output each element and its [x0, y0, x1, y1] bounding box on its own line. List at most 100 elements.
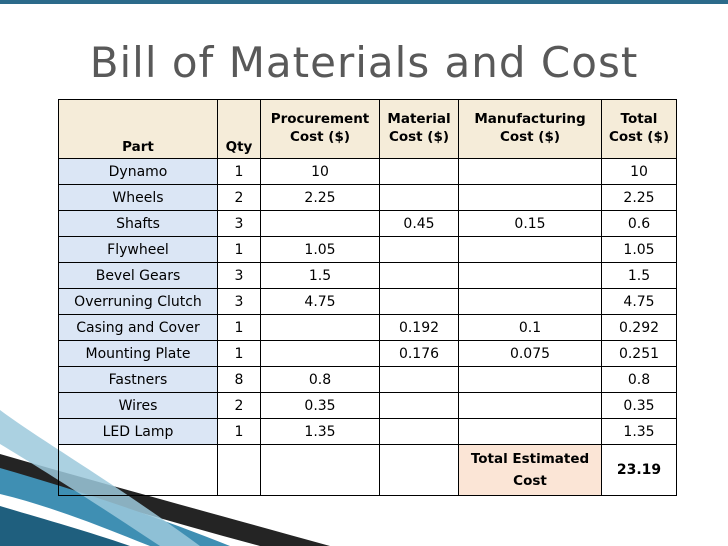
- total-estimated-cost-label: Total Estimated Cost: [458, 444, 602, 496]
- cell-procurement: 2.25: [260, 184, 380, 211]
- cell-total: 0.8: [601, 366, 677, 393]
- cell-total: 0.251: [601, 340, 677, 367]
- header-row: Part Qty Procurement Cost ($) Material C…: [58, 99, 677, 159]
- header-procurement-line2: Cost ($): [289, 129, 351, 145]
- cell-material: [379, 418, 459, 445]
- table-row: Bevel Gears 3 1.5 1.5: [58, 262, 677, 289]
- top-accent-rule: [0, 0, 728, 4]
- total-row: Total Estimated Cost 23.19: [58, 444, 677, 496]
- header-procurement-cost: Procurement Cost ($): [260, 99, 380, 159]
- cell-qty: 1: [217, 314, 261, 341]
- cell-total: 0.292: [601, 314, 677, 341]
- table-row: Overruning Clutch 3 4.75 4.75: [58, 288, 677, 315]
- cell-part: Overruning Clutch: [58, 288, 218, 315]
- cell-procurement: 1.5: [260, 262, 380, 289]
- header-manufacturing-cost: Manufacturing Cost ($): [458, 99, 602, 159]
- header-total-line1: Total: [620, 111, 658, 127]
- table-row: Wheels 2 2.25 2.25: [58, 184, 677, 211]
- cell-total: 1.35: [601, 418, 677, 445]
- cell-material: 0.45: [379, 210, 459, 237]
- header-manufacturing-line2: Cost ($): [499, 129, 561, 145]
- header-total-line2: Cost ($): [608, 129, 670, 145]
- total-label-line2: Cost: [513, 473, 547, 489]
- header-material-cost: Material Cost ($): [379, 99, 459, 159]
- table-row: Mounting Plate 1 0.176 0.075 0.251: [58, 340, 677, 367]
- cell-qty: 1: [217, 418, 261, 445]
- cell-part: Wires: [58, 392, 218, 419]
- header-material-line1: Material: [387, 111, 451, 127]
- cell-manufacturing: [458, 184, 602, 211]
- cell-qty: 1: [217, 158, 261, 185]
- header-procurement-line1: Procurement: [270, 111, 370, 127]
- cell-part: Bevel Gears: [58, 262, 218, 289]
- cell-part: Shafts: [58, 210, 218, 237]
- cell-procurement: [260, 314, 380, 341]
- cell-procurement: 10: [260, 158, 380, 185]
- cell-manufacturing: [458, 418, 602, 445]
- cell-material: [379, 262, 459, 289]
- table-row: Wires 2 0.35 0.35: [58, 392, 677, 419]
- cell-part: Mounting Plate: [58, 340, 218, 367]
- cell-procurement: [260, 210, 380, 237]
- cell-part: Casing and Cover: [58, 314, 218, 341]
- header-material-line2: Cost ($): [388, 129, 450, 145]
- cell-total: 2.25: [601, 184, 677, 211]
- cell-procurement: 0.8: [260, 366, 380, 393]
- cell-manufacturing: [458, 158, 602, 185]
- cell-qty: 1: [217, 236, 261, 263]
- cell-manufacturing: [458, 366, 602, 393]
- cell-empty: [58, 444, 218, 496]
- cell-material: [379, 158, 459, 185]
- cell-manufacturing: 0.1: [458, 314, 602, 341]
- cell-procurement: 1.35: [260, 418, 380, 445]
- cell-manufacturing: [458, 288, 602, 315]
- table-row: Casing and Cover 1 0.192 0.1 0.292: [58, 314, 677, 341]
- cell-empty: [260, 444, 380, 496]
- cell-material: [379, 392, 459, 419]
- cell-manufacturing: 0.15: [458, 210, 602, 237]
- header-part: Part: [58, 99, 218, 159]
- table-row: Fastners 8 0.8 0.8: [58, 366, 677, 393]
- cell-qty: 8: [217, 366, 261, 393]
- cell-manufacturing: [458, 392, 602, 419]
- cell-total: 0.6: [601, 210, 677, 237]
- table-row: LED Lamp 1 1.35 1.35: [58, 418, 677, 445]
- cell-empty: [217, 444, 261, 496]
- header-total-cost: Total Cost ($): [601, 99, 677, 159]
- cell-procurement: [260, 340, 380, 367]
- cell-manufacturing: 0.075: [458, 340, 602, 367]
- cell-total: 10: [601, 158, 677, 185]
- total-estimated-cost-value: 23.19: [601, 444, 677, 496]
- cell-total: 4.75: [601, 288, 677, 315]
- cell-procurement: 0.35: [260, 392, 380, 419]
- cell-qty: 2: [217, 392, 261, 419]
- cell-qty: 1: [217, 340, 261, 367]
- cell-material: [379, 184, 459, 211]
- cell-material: 0.192: [379, 314, 459, 341]
- header-manufacturing-line1: Manufacturing: [474, 111, 586, 127]
- table-row: Dynamo 1 10 10: [58, 158, 677, 185]
- cell-procurement: 4.75: [260, 288, 380, 315]
- header-qty: Qty: [217, 99, 261, 159]
- bill-of-materials-table: Part Qty Procurement Cost ($) Material C…: [58, 99, 677, 496]
- cell-manufacturing: [458, 262, 602, 289]
- cell-material: [379, 288, 459, 315]
- cell-material: [379, 366, 459, 393]
- cell-part: Wheels: [58, 184, 218, 211]
- cell-part: Flywheel: [58, 236, 218, 263]
- cell-qty: 3: [217, 210, 261, 237]
- table-row: Shafts 3 0.45 0.15 0.6: [58, 210, 677, 237]
- slide-title: Bill of Materials and Cost: [89, 38, 639, 87]
- cell-qty: 2: [217, 184, 261, 211]
- cell-procurement: 1.05: [260, 236, 380, 263]
- cell-part: LED Lamp: [58, 418, 218, 445]
- cell-empty: [379, 444, 459, 496]
- cell-material: [379, 236, 459, 263]
- cell-qty: 3: [217, 288, 261, 315]
- cell-manufacturing: [458, 236, 602, 263]
- cell-total: 1.05: [601, 236, 677, 263]
- total-label-line1: Total Estimated: [470, 451, 590, 467]
- cell-qty: 3: [217, 262, 261, 289]
- header-qty-label: Qty: [225, 139, 253, 155]
- cell-total: 1.5: [601, 262, 677, 289]
